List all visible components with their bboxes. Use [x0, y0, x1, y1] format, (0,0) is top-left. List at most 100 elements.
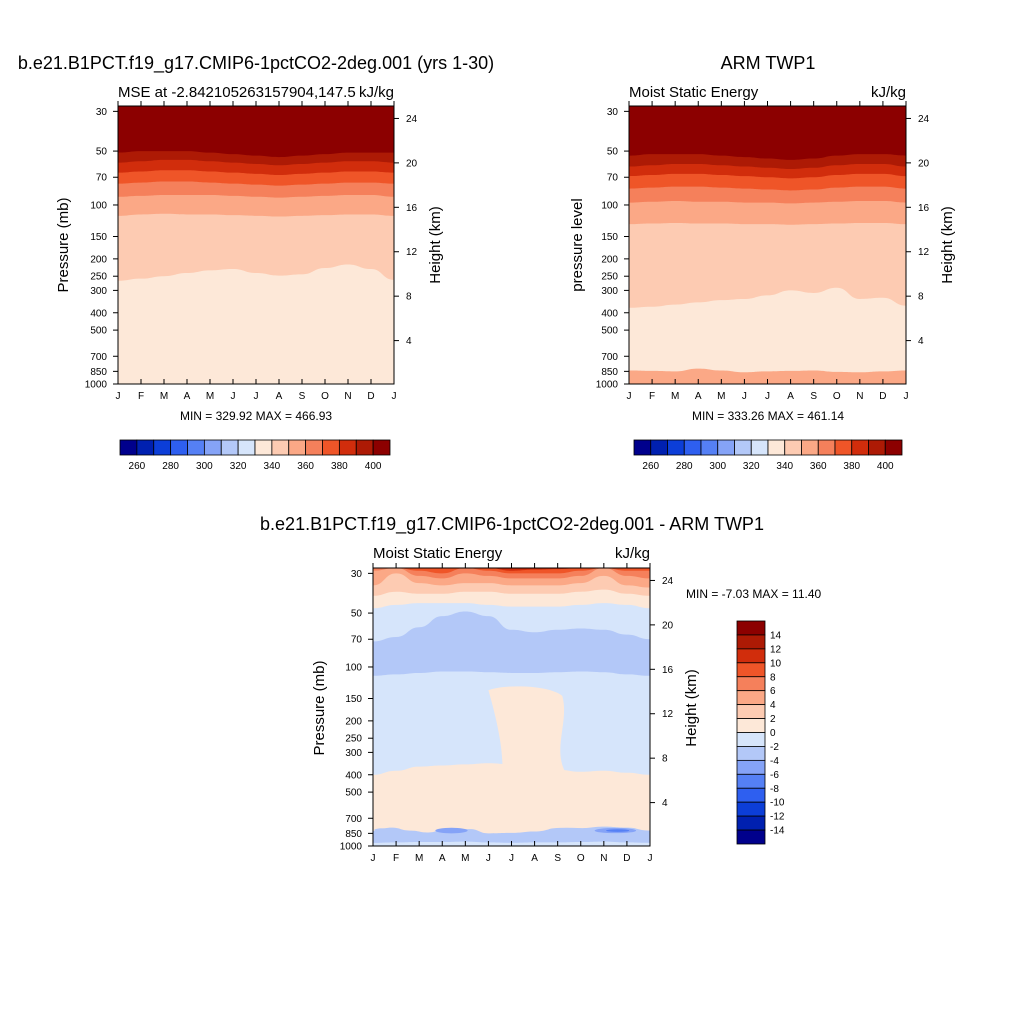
model-xtick-label: A [184, 391, 191, 402]
obs-height-tick-label: 16 [918, 203, 930, 214]
diff-xtick-label: J [371, 853, 376, 864]
diff-colorbar-label: 14 [770, 630, 782, 641]
obs-ticks: J F M A M J J A S O N D J 30 50 70 100 150 200 250 300 400 500… [596, 101, 930, 402]
model-colorbar-box [355, 439, 374, 456]
model-colorbar-box [288, 439, 307, 456]
model-xtick-label: A [276, 391, 283, 402]
obs-ytick-label: 100 [601, 200, 618, 211]
obs-units: kJ/kg [871, 84, 906, 101]
model-ytick-label: 200 [90, 254, 107, 265]
obs-colorbar-label: 360 [810, 461, 827, 472]
diff-surface-low-4 [606, 829, 630, 832]
diff-colorbar-box [736, 801, 766, 817]
obs-xtick-label: F [649, 391, 655, 402]
diff-colorbar-box [736, 829, 766, 845]
diff-ticks: J F M A M J J A S O N D J 30 50 70 100 150 200 250 300 400 500… [340, 563, 674, 864]
obs-height-tick-label: 8 [918, 292, 924, 303]
model-contour-fill [118, 106, 394, 384]
diff-xtick-label: M [415, 853, 423, 864]
obs-colorbar-box [884, 439, 903, 456]
diff-xtick-label: J [648, 853, 653, 864]
diff-blob-1 [506, 790, 563, 796]
obs-height-tick-label: 24 [918, 114, 930, 125]
diff-colorbar-box [736, 648, 766, 664]
diff-colorbar-box [736, 815, 766, 831]
diff-ytick-label: 30 [351, 569, 363, 580]
obs-colorbar-box [683, 439, 702, 456]
obs-colorbar-label: 380 [843, 461, 860, 472]
model-colorbar-label: 400 [365, 461, 382, 472]
model-height-tick-label: 24 [406, 114, 418, 125]
diff-left-label: Moist Static Energy [373, 545, 503, 562]
diff-colorbar-label: -12 [770, 812, 785, 823]
model-colorbar-box [338, 439, 357, 456]
obs-colorbar-label: 340 [776, 461, 793, 472]
model-colorbar: 260 280 300 320 340 360 380 400 [119, 439, 391, 472]
model-xtick-label: F [138, 391, 144, 402]
diff-xtick-label: A [439, 853, 446, 864]
model-xtick-label: J [254, 391, 259, 402]
obs-colorbar-box [667, 439, 685, 456]
obs-ytick-label: 70 [607, 173, 619, 184]
obs-colorbar-box [851, 439, 869, 456]
model-units: kJ/kg [359, 84, 394, 101]
model-ytick-label: 700 [90, 352, 107, 363]
diff-colorbar-box [736, 759, 766, 775]
diff-xtick-label: J [509, 853, 514, 864]
diff-xtick-label: J [486, 853, 491, 864]
model-xtick-label: N [344, 391, 351, 402]
diff-xtick-label: S [554, 853, 561, 864]
obs-xtick-label: J [627, 391, 632, 402]
model-colorbar-box [220, 439, 239, 456]
diff-ytick-label: 200 [345, 716, 362, 727]
obs-xtick-label: N [856, 391, 863, 402]
model-xtick-label: O [321, 391, 329, 402]
model-height-tick-label: 16 [406, 203, 418, 214]
model-title: b.e21.B1PCT.f19_g17.CMIP6-1pctCO2-2deg.0… [18, 53, 494, 74]
model-xtick-label: J [231, 391, 236, 402]
model-colorbar-box [254, 439, 273, 456]
model-xtick-label: S [299, 391, 306, 402]
diff-colorbar-label: -10 [770, 798, 785, 809]
model-colorbar-label: 340 [264, 461, 281, 472]
diff-ytick-label: 400 [345, 770, 362, 781]
diff-colorbar-label: 0 [770, 728, 776, 739]
model-ytick-label: 1000 [85, 380, 108, 391]
obs-ylabel-right: Height (km) [939, 206, 956, 284]
model-ytick-label: 250 [90, 272, 107, 283]
obs-colorbar-box [700, 439, 719, 456]
model-ytick-label: 500 [90, 326, 107, 337]
diff-ytick-label: 500 [345, 788, 362, 799]
diff-minmax: MIN = -7.03 MAX = 11.40 [686, 587, 822, 601]
obs-height-tick-label: 20 [918, 158, 930, 169]
diff-contour-fill [373, 568, 650, 846]
obs-colorbar-label: 300 [709, 461, 726, 472]
diff-colorbar-box [736, 773, 766, 789]
diff-colorbar-label: -2 [770, 742, 779, 753]
diff-ytick-label: 100 [345, 662, 362, 673]
obs-height-tick-label: 12 [918, 247, 930, 258]
diff-colorbar-box [736, 634, 766, 650]
obs-colorbar-label: 260 [642, 461, 659, 472]
diff-xtick-label: D [623, 853, 630, 864]
diff-height-tick-label: 16 [662, 665, 674, 676]
model-ytick-label: 50 [96, 147, 108, 158]
diff-ytick-label: 300 [345, 748, 362, 759]
model-ytick-label: 150 [90, 232, 107, 243]
diff-ytick-label: 700 [345, 814, 362, 825]
obs-colorbar-box [817, 439, 836, 456]
diff-height-tick-label: 24 [662, 576, 674, 587]
obs-ytick-label: 700 [601, 352, 618, 363]
diff-colorbar-box [736, 662, 766, 678]
diff-colorbar-label: -14 [770, 826, 785, 837]
model-ylabel: Pressure (mb) [55, 197, 72, 292]
diff-ytick-label: 1000 [340, 842, 363, 853]
diff-colorbar-label: 8 [770, 672, 776, 683]
diff-ytick-label: 70 [351, 635, 363, 646]
diff-height-tick-label: 12 [662, 709, 674, 720]
model-colorbar-box [237, 439, 256, 456]
diff-height-tick-label: 4 [662, 798, 668, 809]
obs-contour-fill [629, 106, 906, 384]
diff-colorbar-box [736, 746, 766, 761]
